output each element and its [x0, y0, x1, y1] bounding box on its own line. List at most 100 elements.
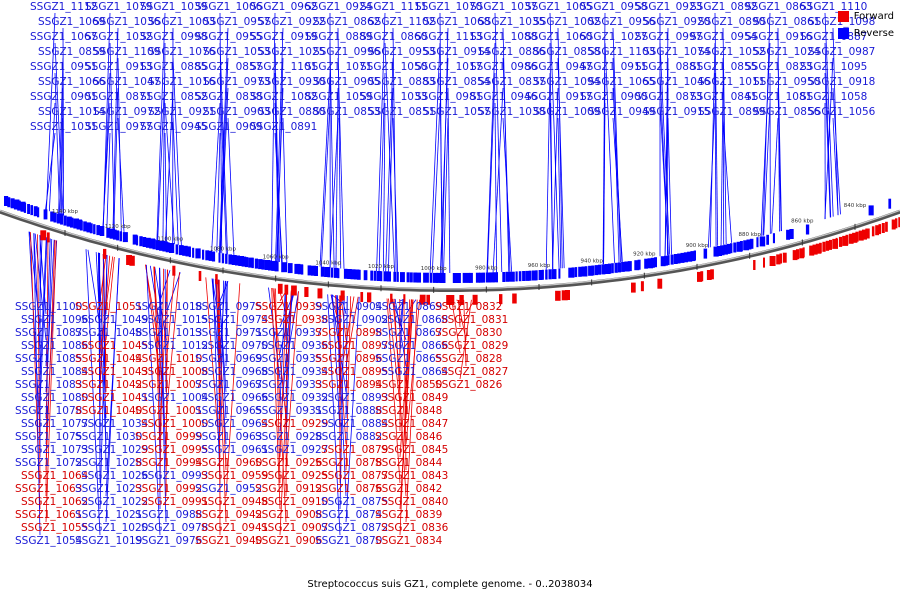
forward-feature [776, 254, 781, 265]
reverse-gene-label: SSGZ1_0868 [381, 314, 448, 326]
reverse-gene-label: SSGZ1_1076 [148, 46, 216, 58]
reverse-gene-label: SSGZ1_0934 [261, 366, 329, 378]
reverse-gene-label: SSGZ1_0958 [580, 1, 647, 13]
reverse-feature [396, 271, 399, 282]
tick-label: 1100 kbp [157, 236, 183, 242]
reverse-feature [772, 233, 775, 244]
reverse-feature [535, 270, 538, 281]
reverse-feature [376, 271, 381, 281]
reverse-gene-label: SSGZ1_0881 [635, 61, 702, 73]
reverse-connector [777, 57, 782, 232]
reverse-gene-label: SSGZ1_0888 [315, 405, 382, 417]
reverse-feature [310, 265, 316, 276]
reverse-feature [357, 269, 361, 280]
reverse-gene-label: SSGZ1_0967 [195, 379, 262, 391]
reverse-feature [485, 272, 492, 283]
reverse-gene-label: SSGZ1_0921 [148, 106, 215, 118]
forward-connector [279, 290, 292, 536]
reverse-feature [175, 244, 179, 255]
reverse-gene-label: SSGZ1_1018 [135, 301, 202, 313]
reverse-connector [219, 72, 227, 255]
forward-swatch [837, 11, 849, 22]
forward-gene-label: SSGZ1_0831 [441, 314, 508, 326]
forward-gene-label: SSGZ1_1041 [81, 392, 148, 404]
reverse-gene-label: SSGZ1_0864 [381, 366, 449, 378]
reverse-feature [726, 243, 731, 254]
reverse-feature [347, 269, 352, 279]
reverse-gene-label: SSGZ1_0882 [315, 431, 382, 443]
forward-feature [697, 271, 703, 282]
reverse-gene-label: SSGZ1_0915 [643, 106, 710, 118]
reverse-gene-label: SSGZ1_1032 [85, 31, 152, 43]
reverse-connector [46, 12, 56, 211]
reverse-gene-label: SSGZ1_0855 [690, 61, 757, 73]
reverse-feature [287, 263, 293, 274]
reverse-gene-label: SSGZ1_0932 [261, 392, 328, 404]
reverse-connector [771, 117, 779, 234]
reverse-feature [693, 250, 696, 261]
reverse-gene-label: SSGZ1_0838 [195, 91, 262, 103]
reverse-gene-label: SSGZ1_1009 [533, 106, 600, 118]
reverse-feature [225, 253, 228, 264]
reverse-connector [157, 72, 166, 241]
reverse-feature [73, 218, 79, 229]
reverse-feature [169, 243, 175, 253]
reverse-connector [557, 117, 562, 269]
reverse-connector [707, 102, 716, 248]
forward-connector [165, 269, 168, 497]
reverse-feature [155, 240, 160, 251]
reverse-feature [235, 255, 240, 266]
reverse-gene-label: SSGZ1_0976 [135, 535, 203, 547]
reverse-connector [336, 295, 347, 497]
reverse-feature [538, 270, 543, 280]
reverse-feature [433, 272, 438, 283]
forward-feature [555, 290, 561, 301]
reverse-feature [301, 264, 304, 275]
forward-gene-label: SSGZ1_0844 [375, 457, 443, 469]
reverse-connector [102, 102, 111, 227]
reverse-feature [152, 239, 156, 250]
reverse-gene-label: SSGZ1_0946 [470, 91, 538, 103]
reverse-feature [627, 261, 632, 272]
reverse-connector [212, 278, 221, 484]
reverse-gene-label: SSGZ1_1096 [21, 314, 89, 326]
reverse-gene-label: SSGZ1_1102 [368, 16, 435, 28]
reverse-connector [225, 281, 228, 367]
forward-feature [782, 252, 787, 263]
reverse-gene-label: SSGZ1_0863 [745, 1, 812, 13]
reverse-feature [393, 271, 397, 282]
reverse-gene-label: SSGZ1_1088 [470, 31, 537, 43]
forward-feature [769, 256, 776, 266]
reverse-gene-label: SSGZ1_0854 [423, 76, 491, 88]
reverse-feature [508, 271, 515, 282]
reverse-feature [7, 197, 11, 208]
tick-label: 1060 kbp [263, 255, 289, 261]
reverse-gene-label: SSGZ1_1033 [360, 91, 427, 103]
reverse-gene-label: SSGZ1_1016 [148, 76, 216, 88]
tick-label: 1080 kbp [210, 247, 236, 253]
reverse-feature [149, 238, 155, 249]
forward-feature [885, 221, 888, 232]
reverse-gene-label: SSGZ1_0899 [698, 106, 765, 118]
forward-connector [105, 256, 115, 341]
forward-gene-label: SSGZ1_0908 [255, 509, 322, 521]
reverse-connector [557, 27, 563, 269]
reverse-gene-label: SSGZ1_0924 [305, 1, 373, 13]
reverse-gene-label: SSGZ1_0981 [415, 91, 482, 103]
forward-gene-label: SSGZ1_1055 [21, 522, 88, 534]
forward-gene-label: SSGZ1_0827 [441, 366, 508, 378]
reverse-gene-label: SSGZ1_0952 [195, 483, 262, 495]
reverse-connector [320, 102, 331, 267]
reverse-swatch [837, 28, 849, 39]
reverse-connector [102, 12, 111, 228]
forward-gene-label: SSGZ1_0948 [201, 496, 268, 508]
reverse-gene-label: SSGZ1_1058 [800, 91, 867, 103]
forward-feature [858, 230, 864, 241]
reverse-feature [805, 224, 810, 235]
forward-gene-label: SSGZ1_0894 [315, 379, 383, 391]
reverse-feature [63, 215, 67, 226]
reverse-feature [406, 272, 410, 283]
reverse-feature [70, 217, 74, 228]
reverse-connector [824, 72, 831, 218]
forward-feature [426, 294, 430, 305]
